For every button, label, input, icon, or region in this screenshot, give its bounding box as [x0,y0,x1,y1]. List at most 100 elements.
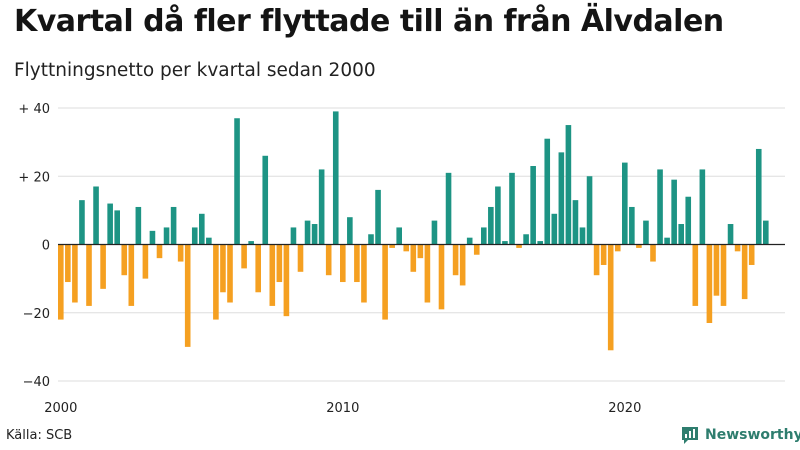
bar [755,148,762,245]
bar [481,227,487,245]
bar [720,244,727,306]
bar [220,244,226,293]
newsworthy-logo-icon [682,427,698,444]
bar [431,220,438,245]
bar [614,244,621,252]
bar [72,244,78,303]
x-tick-label: 2010 [326,401,359,416]
bar [607,244,614,351]
bar [234,118,240,245]
bar [100,244,106,289]
bar [488,206,494,245]
bar [65,244,71,283]
bar [713,244,720,296]
bar [269,244,276,306]
bar [396,227,402,245]
bar [255,244,261,293]
bar [593,244,600,276]
bar [692,244,699,306]
bar [466,237,473,245]
bar [657,169,663,245]
bar [452,244,459,276]
bar [671,179,677,245]
grid-lines [58,107,785,382]
bar [438,244,445,310]
bar [163,227,170,245]
bar [741,244,748,300]
bar [389,244,395,248]
bar [417,244,424,259]
bar [347,217,353,245]
bar [184,244,191,347]
bar [706,244,713,323]
brand-name: Newsworthy [705,427,800,443]
bar [509,172,515,245]
bar [283,244,290,317]
bar [537,241,543,245]
bar [262,155,269,245]
y-tick-label: 0 [42,239,50,254]
bar [382,244,388,320]
bar [495,186,501,245]
bar [544,138,551,245]
bar [502,241,508,245]
bar [206,237,212,245]
y-tick-label: −40 [23,375,50,390]
bar [565,125,572,245]
brand-logo: Newsworthy [680,425,800,445]
bar [213,244,219,320]
bar [459,244,466,286]
bar [586,176,593,245]
bar [445,172,452,245]
bar [622,162,628,245]
bar [199,213,205,245]
bar [643,220,649,245]
bar [368,234,374,245]
bar [304,220,311,245]
x-tick-label: 2000 [44,401,77,416]
bar [227,244,233,303]
bar [340,244,346,283]
bar [678,224,684,245]
bar [685,196,692,245]
bar [191,227,198,245]
bar [727,224,734,245]
bar [558,152,565,245]
bar [361,244,367,303]
bar [734,244,741,252]
bar [58,244,64,320]
bar [523,234,529,245]
bar [297,244,304,272]
bar [142,244,149,279]
bar [290,227,297,245]
x-tick-label: 2020 [608,401,641,416]
bar [241,244,247,269]
bar [114,210,120,245]
bar [424,244,431,303]
bar [79,200,85,245]
bar [551,213,558,245]
bar [107,203,113,245]
bar [600,244,607,265]
bar [410,244,417,272]
bar [135,206,142,245]
bar [473,244,480,255]
bar [699,169,706,245]
bar [170,206,177,245]
bar [156,244,163,259]
y-tick-label: + 20 [18,170,50,185]
source-note: Källa: SCB [6,428,73,443]
bar [579,227,586,245]
bar [318,169,325,245]
bar [636,244,642,248]
bar [128,244,135,306]
bar [748,244,755,265]
net-migration-bar-chart: + 40 + 20 0 −20 −40 2000 2010 2020 [18,102,785,416]
chart-title: Kvartal då fler flyttade till än från Äl… [14,4,724,39]
bar [121,244,128,276]
y-tick-label: + 40 [18,102,50,117]
bar [248,241,254,245]
bar [86,244,92,306]
chart-subtitle: Flyttningsnetto per kvartal sedan 2000 [14,60,376,81]
bar [311,224,318,245]
